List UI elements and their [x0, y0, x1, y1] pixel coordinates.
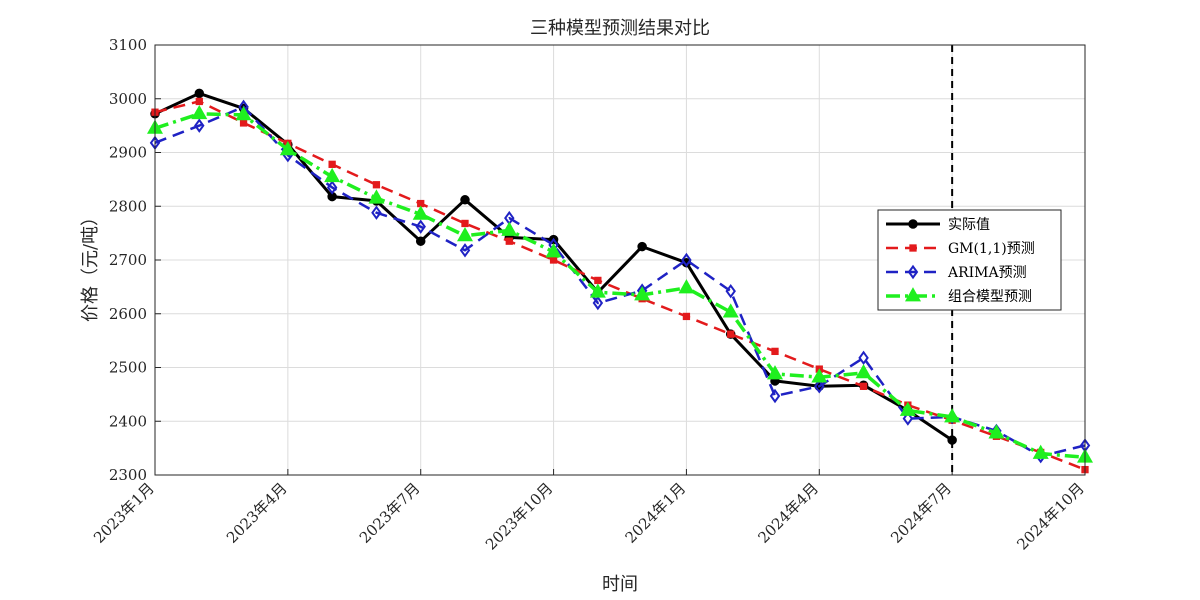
legend-marker [907, 264, 919, 280]
chart-title: 三种模型预测结果对比 [530, 18, 710, 39]
data-point [899, 401, 916, 416]
data-point [371, 205, 382, 220]
data-point [456, 226, 474, 242]
y-axis-title: 价格（元/吨） [80, 208, 101, 322]
legend-item: ARIMA预测 [886, 264, 1027, 281]
series-line [154, 112, 1086, 460]
data-point [678, 279, 695, 294]
data-point [947, 435, 957, 445]
plot-frame [154, 44, 1086, 476]
data-point [415, 236, 426, 246]
series-3 [146, 104, 1094, 463]
y-tick-label: 2500 [109, 359, 147, 377]
data-point [328, 160, 336, 168]
legend-label: 实际值 [948, 217, 990, 233]
y-axis: 2300 2400 2500 2600 2700 2800 2900 3000 3100 [109, 36, 161, 484]
data-point [1032, 444, 1049, 459]
data-point [858, 350, 869, 366]
data-point [769, 388, 781, 404]
data-point [501, 221, 518, 236]
data-point [725, 283, 736, 299]
data-point [634, 286, 651, 301]
data-point [415, 219, 426, 234]
legend-marker [904, 287, 922, 302]
data-point [545, 243, 562, 258]
y-tick-label: 2400 [109, 412, 147, 430]
data-point [727, 330, 735, 338]
data-point [368, 189, 385, 204]
y-tick-label: 3100 [109, 36, 147, 54]
y-tick-label: 2600 [109, 305, 147, 323]
data-point [944, 408, 961, 423]
data-point [594, 276, 602, 285]
data-point [681, 252, 692, 268]
data-point [855, 364, 872, 379]
legend-marker [909, 244, 917, 252]
data-point [505, 237, 513, 245]
data-point [279, 140, 296, 156]
legend-item: 实际值 [886, 217, 990, 233]
data-point [239, 119, 248, 127]
data-point [461, 219, 469, 228]
data-point [859, 382, 868, 390]
legend-label: GM(1,1)预测 [948, 241, 1035, 257]
legend-label: 组合模型预测 [948, 289, 1032, 305]
data-point [412, 205, 429, 220]
data-point [592, 295, 604, 311]
data-point [195, 97, 203, 106]
data-point [194, 88, 205, 99]
y-tick-label: 2900 [109, 144, 147, 162]
y-tick-label: 2800 [109, 197, 147, 215]
data-point [459, 243, 471, 258]
data-point [549, 256, 558, 264]
x-axis-title: 时间 [602, 574, 638, 595]
data-point [814, 379, 825, 394]
data-point [988, 424, 1005, 439]
data-point [589, 283, 606, 298]
legend-item: GM(1,1)预测 [886, 241, 1035, 257]
data-point [326, 180, 338, 195]
data-point [722, 303, 739, 318]
data-point [324, 167, 341, 183]
data-point [194, 118, 205, 133]
data-point [372, 181, 381, 189]
data-point [811, 368, 828, 383]
data-point [637, 241, 647, 252]
y-tick-label: 2300 [109, 466, 147, 484]
legend-item: 组合模型预测 [886, 287, 1032, 305]
data-point [191, 104, 208, 120]
legend-label: ARIMA预测 [947, 265, 1027, 281]
data-point [235, 106, 252, 121]
data-point [682, 312, 691, 321]
legend-marker [908, 219, 918, 229]
data-point [902, 411, 914, 426]
data-point [766, 365, 784, 380]
y-tick-label: 3000 [109, 90, 147, 108]
data-point [771, 347, 779, 356]
legend-box [877, 209, 1062, 311]
data-point [460, 195, 470, 205]
y-tick-label: 2700 [109, 251, 147, 269]
series-group [146, 88, 1094, 474]
